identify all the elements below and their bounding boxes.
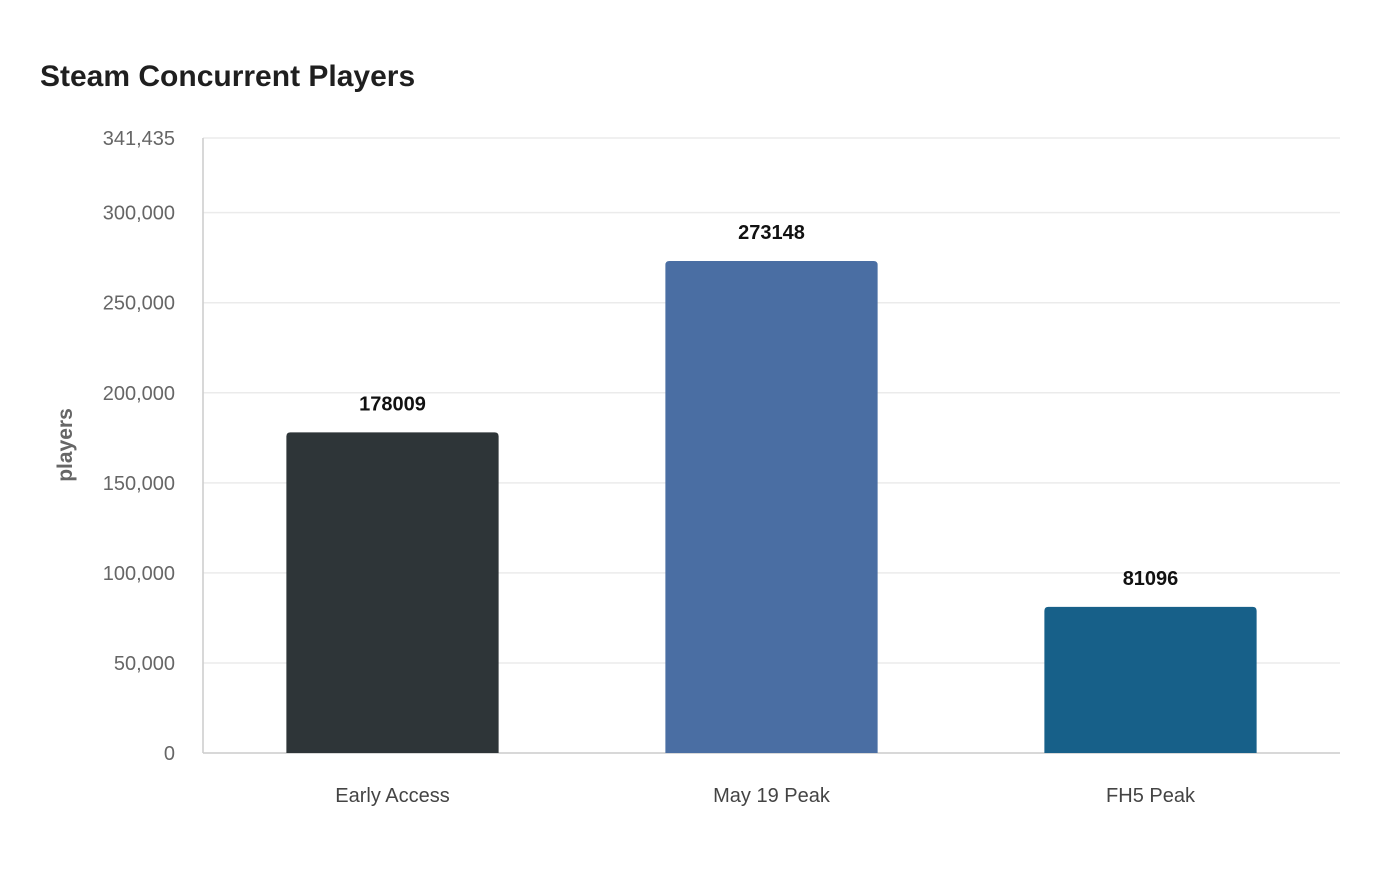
bar-fh5-peak [1044, 606, 1257, 753]
y-tick-label: 150,000 [103, 473, 175, 495]
data-labels: 178009 273148 81096 [359, 222, 1178, 590]
chart-title: Steam Concurrent Players [40, 60, 416, 93]
y-tick-label: 0 [164, 743, 175, 765]
x-tick-labels: Early Access May 19 Peak FH5 Peak [335, 785, 1196, 807]
data-label: 81096 [1123, 568, 1179, 590]
y-axis-label: players [54, 408, 77, 482]
y-tick-label: 300,000 [103, 203, 175, 225]
y-tick-label: 50,000 [114, 653, 175, 675]
y-tick-label: 100,000 [103, 563, 175, 585]
bar-early-access [286, 432, 499, 753]
data-label: 178009 [359, 393, 426, 415]
data-label: 273148 [738, 222, 805, 244]
bar-may-19-peak [665, 261, 878, 753]
x-tick-label: Early Access [335, 785, 449, 807]
y-tick-labels: 0 50,000 100,000 150,000 200,000 250,000 300,0… [103, 128, 175, 765]
x-tick-label: May 19 Peak [713, 785, 831, 807]
bars [286, 261, 1257, 753]
y-tick-label: 200,000 [103, 383, 175, 405]
x-tick-label: FH5 Peak [1106, 785, 1196, 807]
y-tick-label: 250,000 [103, 293, 175, 315]
y-tick-label: 341,435 [103, 128, 175, 150]
